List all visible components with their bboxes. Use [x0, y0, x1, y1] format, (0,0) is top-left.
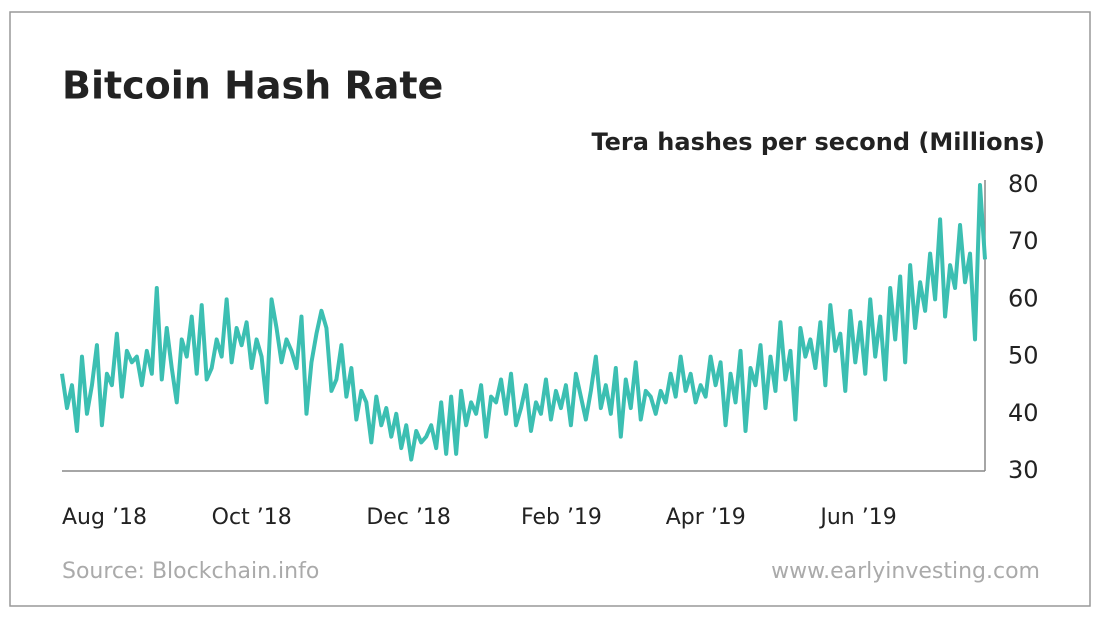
x-tick-label: Aug ’18 — [62, 505, 147, 530]
x-tick-label: Oct ’18 — [212, 505, 292, 530]
x-tick-label: Feb ’19 — [521, 505, 602, 530]
source: Source: Blockchain.info — [62, 559, 319, 584]
y-tick-label: 70 — [1008, 227, 1039, 255]
y-tick-label: 60 — [1008, 284, 1039, 312]
chart-title: Bitcoin Hash Rate — [62, 64, 443, 108]
y-tick-label: 50 — [1008, 342, 1039, 370]
y-tick-label: 30 — [1008, 456, 1039, 484]
x-tick-label: Apr ’19 — [666, 505, 746, 530]
line — [60, 183, 987, 462]
x-tick-label: Dec ’18 — [366, 505, 451, 530]
y-tick-label: 40 — [1008, 399, 1039, 427]
website: www.earlyinvesting.com — [771, 559, 1040, 584]
x-tick-label: Jun ’19 — [818, 505, 896, 530]
y-tick-label: 80 — [1008, 170, 1039, 198]
frame — [9, 11, 1091, 607]
y-axis-label: Tera hashes per second (Millions) — [591, 128, 1045, 156]
